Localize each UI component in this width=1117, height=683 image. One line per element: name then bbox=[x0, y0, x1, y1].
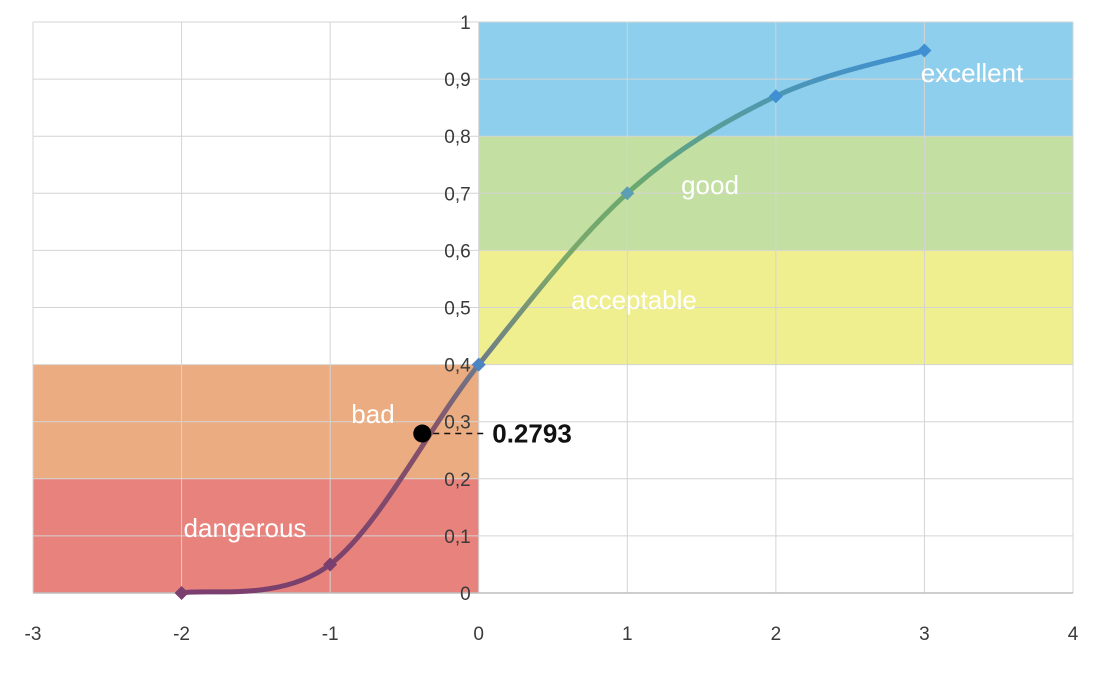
ticks-layer: 0 0,1 0,2 0,3 0,4 0,5 0,6 0,7 0,8 0,9 1 -3 -2 -1 0 1 2 3 4 bbox=[25, 13, 1079, 645]
data-point bbox=[620, 186, 635, 201]
y-tick-label: 0,6 bbox=[444, 241, 470, 262]
data-point bbox=[323, 557, 338, 572]
x-tick-label: -3 bbox=[25, 624, 42, 645]
x-tick-label: -1 bbox=[322, 624, 339, 645]
labels-layer: excellent good acceptable bad dangerous bbox=[184, 58, 1025, 543]
y-tick-label: 0,5 bbox=[444, 299, 470, 320]
y-tick-label: 0,3 bbox=[444, 413, 470, 434]
y-tick-label: 1 bbox=[460, 13, 471, 34]
marked-point bbox=[413, 424, 432, 443]
x-tick-label: 1 bbox=[622, 624, 633, 645]
y-tick-label: 0,7 bbox=[444, 184, 470, 205]
data-point bbox=[174, 586, 189, 600]
x-tick-label: -2 bbox=[173, 624, 190, 645]
zone-label-bad: bad bbox=[351, 399, 394, 429]
y-tick-label: 0,1 bbox=[444, 527, 470, 548]
zone-label-dangerous: dangerous bbox=[184, 513, 307, 543]
zone-label-excellent: excellent bbox=[921, 58, 1024, 88]
y-tick-label: 0,9 bbox=[444, 70, 470, 91]
y-tick-label: 0 bbox=[460, 584, 471, 605]
zone-label-acceptable: acceptable bbox=[571, 285, 697, 315]
marked-point-label: 0.2793 bbox=[492, 419, 572, 449]
x-tick-label: 0 bbox=[473, 624, 484, 645]
grid-layer bbox=[32, 21, 1074, 594]
x-tick-label: 3 bbox=[919, 624, 930, 645]
y-tick-label: 0,4 bbox=[444, 356, 471, 377]
y-tick-label: 0,2 bbox=[444, 470, 470, 491]
y-tick-label: 0,8 bbox=[444, 127, 470, 148]
marker-layer: 0.2793 bbox=[174, 43, 932, 600]
data-point bbox=[471, 357, 486, 372]
x-tick-label: 2 bbox=[771, 624, 782, 645]
zone-label-good: good bbox=[681, 170, 739, 200]
data-point bbox=[768, 89, 783, 104]
x-tick-label: 4 bbox=[1068, 624, 1079, 645]
data-point bbox=[917, 43, 932, 58]
